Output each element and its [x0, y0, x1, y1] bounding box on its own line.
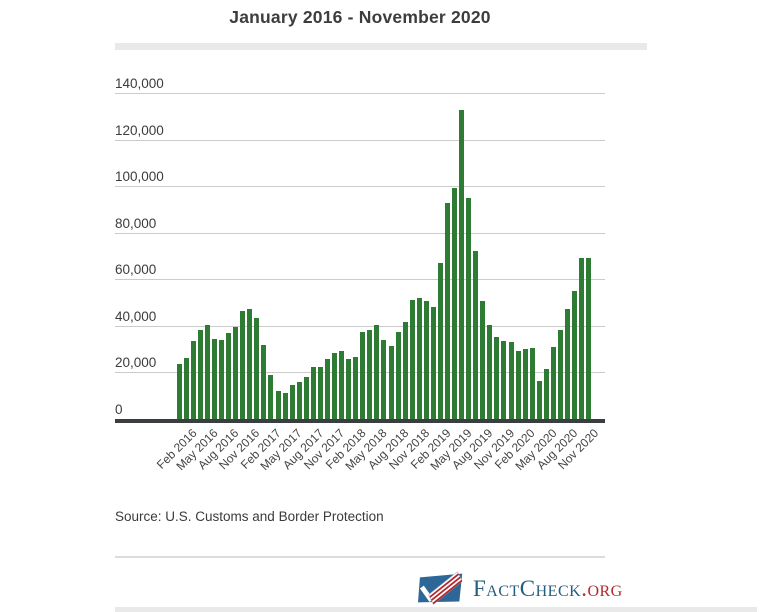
bar-nov-2020[interactable] [586, 258, 592, 419]
bar-mar-2016[interactable] [190, 341, 196, 419]
bar-dec-2016[interactable] [254, 318, 260, 419]
bar-may-2020[interactable] [543, 368, 549, 419]
bar-aug-2018[interactable] [395, 331, 401, 419]
logo-text-main: FactCheck [473, 575, 582, 601]
y-axis-tick-label: 20,000 [115, 355, 157, 371]
bar-jul-2019[interactable] [473, 251, 479, 419]
bar-apr-2019[interactable] [452, 187, 458, 419]
bar-mar-2019[interactable] [444, 202, 450, 419]
bar-aug-2017[interactable] [310, 367, 316, 419]
bar-jul-2018[interactable] [388, 346, 394, 419]
y-axis-tick-label: 120,000 [115, 122, 164, 138]
chart-title: January 2016 - November 2020 [229, 7, 491, 27]
bar-jun-2020[interactable] [550, 347, 556, 419]
bar-jun-2016[interactable] [212, 338, 217, 419]
y-axis-tick-label: 40,000 [115, 308, 157, 324]
source-note: Source: U.S. Customs and Border Protecti… [115, 509, 384, 524]
bar-may-2019[interactable] [459, 109, 465, 419]
bar-mar-2017[interactable] [275, 390, 281, 419]
bar-feb-2018[interactable] [353, 356, 359, 419]
title-underline-band [115, 43, 647, 50]
footer-divider [115, 556, 605, 558]
bar-sep-2017[interactable] [317, 366, 323, 419]
bar-nov-2018[interactable] [416, 298, 422, 419]
gridline [115, 139, 605, 141]
bar-dec-2017[interactable] [339, 351, 345, 419]
bar-may-2017[interactable] [289, 385, 295, 419]
bar-apr-2020[interactable] [536, 381, 542, 419]
bar-dec-2019[interactable] [508, 342, 514, 419]
logo-text-suffix: .org [581, 575, 623, 601]
bar-mar-2018[interactable] [360, 331, 366, 419]
logo-wordmark: FactCheck.org [473, 577, 623, 600]
bar-oct-2018[interactable] [409, 300, 415, 419]
bar-jun-2018[interactable] [381, 339, 387, 419]
bar-oct-2019[interactable] [494, 336, 500, 419]
bar-aug-2016[interactable] [226, 332, 232, 419]
bar-feb-2020[interactable] [522, 348, 528, 419]
flag-checkmark-icon [418, 571, 463, 605]
y-axis-tick-label: 0 [115, 402, 123, 417]
gridline [115, 325, 605, 327]
bar-feb-2019[interactable] [437, 263, 443, 419]
bar-sep-2018[interactable] [402, 322, 408, 419]
y-axis-tick-label: 60,000 [115, 262, 157, 278]
gridline [115, 232, 605, 234]
bar-nov-2017[interactable] [332, 353, 338, 419]
y-axis-tick-label: 80,000 [115, 215, 157, 231]
bar-feb-2016[interactable] [183, 358, 189, 419]
bar-jan-2019[interactable] [430, 307, 436, 419]
bar-may-2018[interactable] [374, 325, 380, 419]
bar-jun-2017[interactable] [296, 381, 302, 419]
bar-may-2016[interactable] [204, 325, 210, 419]
bar-feb-2017[interactable] [268, 375, 274, 419]
bar-mar-2020[interactable] [529, 348, 535, 419]
bar-apr-2018[interactable] [367, 329, 373, 419]
gridline [115, 372, 605, 374]
bar-aug-2019[interactable] [480, 300, 486, 419]
gridline [115, 186, 605, 188]
bar-jan-2018[interactable] [346, 358, 352, 419]
bar-apr-2017[interactable] [282, 393, 288, 419]
bar-jul-2017[interactable] [303, 376, 309, 419]
bottom-band [115, 607, 757, 612]
bar-dec-2018[interactable] [423, 300, 429, 419]
gridline [115, 93, 605, 94]
bar-jan-2017[interactable] [261, 345, 267, 419]
bar-jul-2020[interactable] [557, 329, 563, 419]
y-axis-tick-label: 140,000 [115, 76, 164, 91]
bar-jan-2020[interactable] [515, 350, 521, 419]
bar-sep-2016[interactable] [233, 327, 239, 419]
bar-nov-2019[interactable] [501, 340, 507, 419]
bar-oct-2017[interactable] [324, 358, 330, 419]
bar-sep-2019[interactable] [487, 324, 493, 419]
bar-nov-2016[interactable] [247, 309, 253, 419]
bar-apr-2016[interactable] [197, 330, 203, 419]
bar-jul-2016[interactable] [219, 340, 225, 419]
gridline [115, 279, 605, 281]
bar-jan-2016[interactable] [176, 363, 182, 419]
bar-oct-2020[interactable] [579, 258, 585, 419]
bar-jun-2019[interactable] [466, 198, 472, 419]
bar-sep-2020[interactable] [572, 291, 578, 419]
factcheck-logo-link[interactable]: FactCheck.org [418, 570, 623, 606]
bar-aug-2020[interactable] [565, 308, 570, 419]
bar-oct-2016[interactable] [240, 311, 246, 419]
x-axis-baseline [115, 419, 605, 423]
y-axis-tick-label: 100,000 [115, 169, 164, 185]
